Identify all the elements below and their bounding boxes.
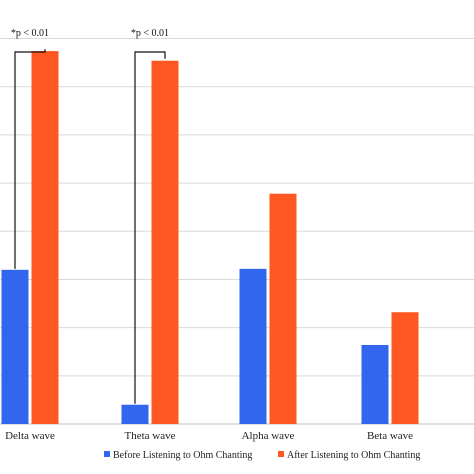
x-tick-labels: Delta wave Theta wave Alpha wave Beta wave [5,430,413,442]
significance-label: *p < 0.01 [131,28,169,39]
significance-annotations: *p < 0.01 *p < 0.01 [11,28,169,404]
bar-before-beta-wave [361,344,389,424]
legend-label: Before Listening to Ohm Chanting [113,450,252,461]
x-tick-label: Beta wave [367,430,413,442]
legend-swatch [278,451,284,457]
bar-after-delta-wave [31,51,59,425]
bar-before-theta-wave [121,404,149,424]
significance-label: *p < 0.01 [11,28,49,39]
legend-label: After Listening to Ohm Chanting [287,450,420,461]
significance-bracket [134,51,166,404]
bar-before-delta-wave [1,269,29,424]
legend-swatch [104,451,110,457]
x-tick-label: Alpha wave [242,430,295,442]
bar-after-beta-wave [391,312,419,424]
bar-after-alpha-wave [269,193,297,424]
gridlines [0,38,474,425]
x-tick-label: Delta wave [5,430,55,442]
x-tick-label: Theta wave [125,430,176,442]
significance-bracket [14,49,46,269]
bar-after-theta-wave [151,60,179,424]
bars [1,51,419,425]
legend: Before Listening to Ohm Chanting After Li… [104,450,420,461]
bar-before-alpha-wave [239,268,267,424]
